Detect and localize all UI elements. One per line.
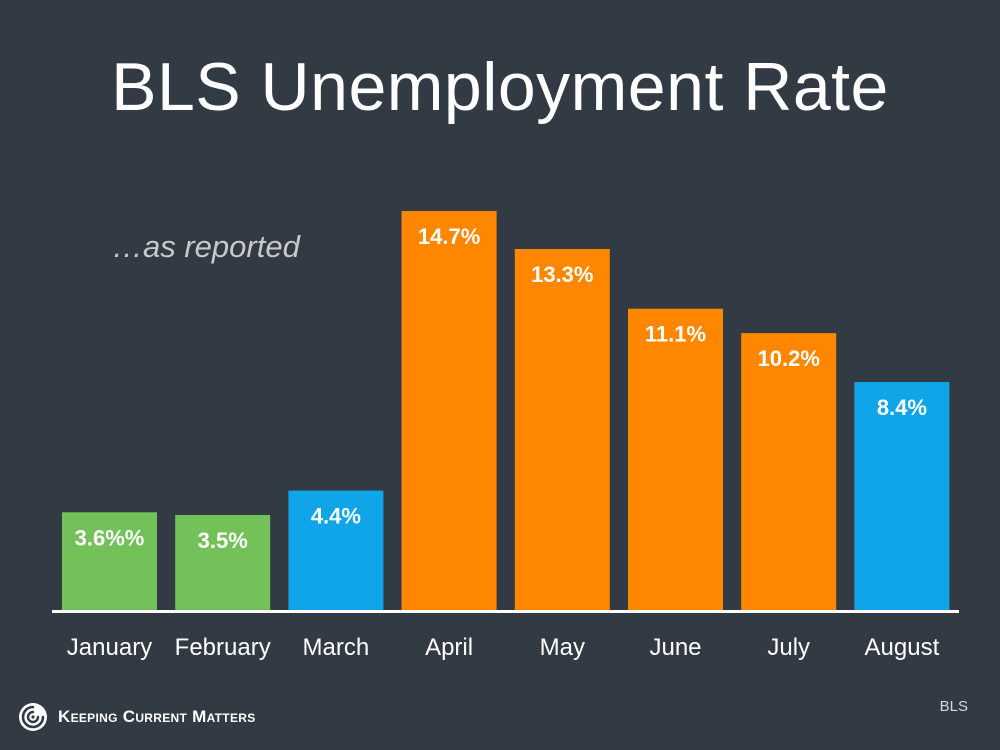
chart-title: BLS Unemployment Rate: [111, 49, 889, 125]
data-label-july: 10.2%: [758, 346, 820, 371]
brand-name: Keeping Current Matters: [58, 707, 256, 726]
data-label-may: 13.3%: [531, 262, 593, 287]
bar-may: [514, 249, 610, 610]
data-label-january: 3.6%%: [75, 525, 145, 550]
category-label-july: July: [767, 634, 810, 661]
kcm-spiral-logo-icon: [19, 703, 47, 731]
category-label-august: August: [865, 634, 940, 661]
category-label-february: February: [175, 634, 271, 661]
data-labels-group: 3.6%% 3.5% 4.4% 14.7% 13.3% 11.1% 10.2% 8.4%: [75, 224, 927, 553]
data-label-april: 14.7%: [418, 224, 480, 249]
brand: Keeping Current Matters: [18, 702, 256, 732]
bars-group: [62, 211, 950, 610]
data-label-february: 3.5%: [198, 528, 248, 553]
bar-march: [288, 490, 384, 610]
category-label-may: May: [540, 634, 585, 661]
category-label-january: January: [67, 634, 152, 661]
bar-chart: 3.6%% 3.5% 4.4% 14.7% 13.3% 11.1% 10.2% 8.4% Ja…: [52, 211, 959, 661]
bar-april: [401, 211, 497, 610]
bar-july: [741, 333, 837, 610]
bar-june: [628, 308, 723, 610]
data-label-june: 11.1%: [645, 322, 706, 347]
category-labels-group: January February March April May June July Augu…: [67, 634, 940, 661]
bar-february: [175, 515, 271, 610]
bar-january: [62, 512, 157, 610]
category-label-april: April: [425, 634, 473, 661]
data-label-august: 8.4%: [877, 395, 927, 420]
data-label-march: 4.4%: [311, 504, 361, 529]
bar-august: [854, 382, 950, 610]
chart-subtitle: …as reported: [112, 229, 300, 264]
source-label: BLS: [939, 698, 968, 715]
category-label-march: March: [303, 634, 370, 661]
category-label-june: June: [649, 634, 701, 661]
